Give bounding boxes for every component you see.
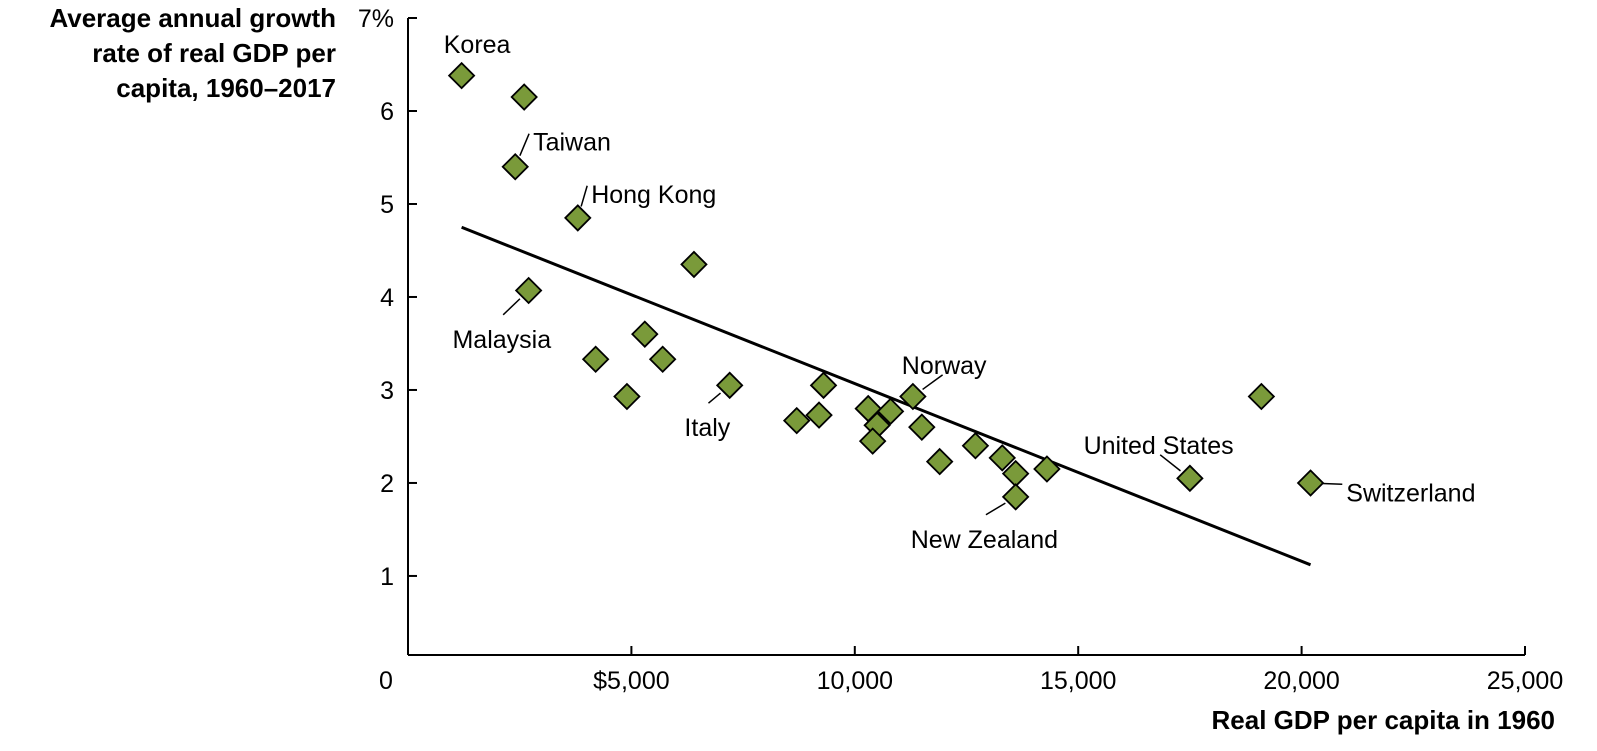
annotation-leader: [519, 133, 530, 157]
annotation-leader: [922, 374, 944, 391]
x-axis-label: Real GDP per capita in 1960: [1212, 705, 1555, 735]
annotation-leader: [1322, 482, 1343, 486]
annotation-leader: [1159, 454, 1181, 472]
data-point: [1001, 483, 1030, 511]
annotation-leader: [985, 502, 1006, 516]
data-point: [564, 204, 592, 232]
x-tick-label: 10,000: [817, 667, 893, 695]
data-point: [858, 427, 887, 455]
axes: [407, 18, 1525, 656]
annotation-label: New Zealand: [911, 526, 1058, 554]
data-point: [782, 406, 811, 435]
annotation-leader: [580, 185, 588, 207]
annotation-label: Switzerland: [1346, 479, 1475, 507]
data-point: [613, 382, 641, 411]
x-tick-label: 15,000: [1040, 667, 1116, 695]
data-point: [581, 345, 610, 374]
annotation-label: Hong Kong: [591, 181, 716, 209]
y-tick-label: 4: [380, 284, 394, 312]
data-point: [1247, 382, 1276, 411]
data-point: [1033, 455, 1061, 483]
x-tick-label: 25,000: [1487, 667, 1563, 695]
y-axis-label-line-1: Average annual growth: [49, 3, 336, 33]
data-point: [961, 431, 990, 460]
data-point: [1176, 464, 1204, 493]
annotation-label: United States: [1084, 432, 1234, 460]
x-tick-label: 20,000: [1263, 667, 1339, 695]
y-tick-label: 2: [380, 470, 394, 498]
data-point: [648, 345, 677, 374]
trend-line: [461, 225, 1312, 567]
data-point: [805, 401, 833, 429]
data-point: [908, 413, 936, 441]
data-point: [988, 444, 1017, 472]
trend-line-group: [461, 225, 1312, 567]
annotations: Korea Taiwan Hong Kong Malaysia Italy Norway N…: [444, 31, 1476, 554]
y-axis-label-line-2: rate of real GDP per: [92, 38, 336, 68]
data-point: [447, 61, 476, 90]
data-point: [631, 320, 659, 348]
data-point: [501, 153, 530, 181]
data-point: [680, 250, 708, 279]
data-point: [1296, 469, 1325, 497]
data-point: [925, 447, 954, 476]
data-point: [876, 397, 905, 426]
y-tick-label: 1: [380, 563, 394, 591]
data-point: [514, 276, 543, 305]
annotation-leaders: [502, 133, 1343, 516]
data-point: [510, 83, 538, 111]
y-tick-label: 3: [380, 377, 394, 405]
annotation-label: Malaysia: [452, 326, 551, 354]
data-point: [899, 382, 927, 411]
x-tick-label: 0: [379, 667, 393, 695]
data-points: [447, 61, 1325, 511]
annotation-leader: [707, 392, 721, 404]
x-tick-label: $5,000: [593, 667, 669, 695]
annotation-leader: [502, 298, 521, 316]
y-tick-label: 5: [380, 191, 394, 219]
y-tick-label: 7%: [358, 5, 394, 33]
annotation-label: Taiwan: [533, 129, 611, 157]
annotation-label: Korea: [444, 31, 511, 59]
y-tick-label: 6: [380, 98, 394, 126]
annotation-label: Italy: [684, 414, 730, 442]
ticks: 1 2 3 4 5 6 7% 0 $5,000 10,000 15,000 20,000 25,000: [358, 5, 1563, 695]
annotation-label: Norway: [902, 352, 987, 380]
data-point: [715, 371, 744, 400]
y-axis-label-line-3: capita, 1960–2017: [116, 73, 336, 103]
data-point: [809, 371, 838, 400]
